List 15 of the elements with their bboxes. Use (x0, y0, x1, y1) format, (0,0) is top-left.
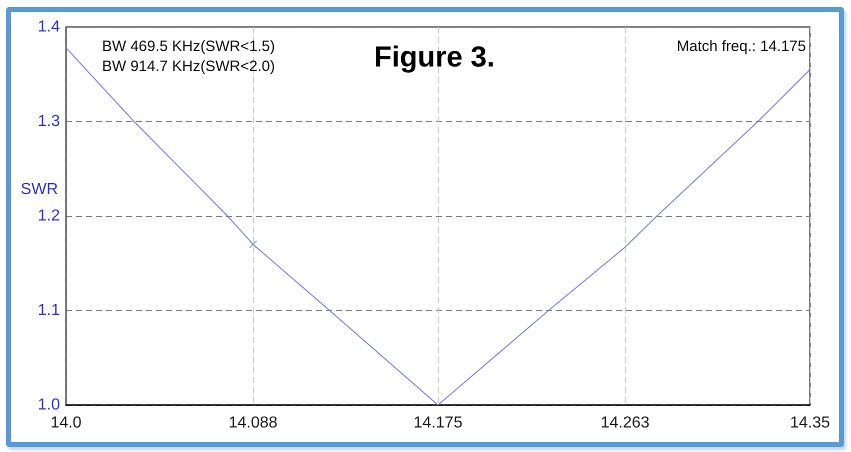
y-axis-title: SWR (20, 181, 58, 198)
y-tick-label: 1.1 (38, 302, 60, 319)
x-tick-label: 14.0 (50, 414, 82, 432)
x-tick-label: 14.175 (414, 414, 463, 432)
annotation: BW 914.7 KHz(SWR<2.0) (102, 58, 275, 75)
annotation: BW 469.5 KHz(SWR<1.5) (102, 38, 275, 55)
y-tick-label: 1.3 (38, 113, 60, 130)
x-tick-label: 14.35 (790, 414, 830, 432)
y-tick-label: 1.0 (38, 396, 60, 414)
y-tick-label: 1.4 (38, 18, 60, 36)
text: Figure 3. (374, 42, 495, 74)
x-tick-label: 14.088 (228, 414, 278, 432)
annotation: Match freq.: 14.175 (676, 38, 806, 55)
y-tick-label: 1.2 (38, 208, 60, 224)
x-tick-label: 14.263 (600, 414, 650, 432)
